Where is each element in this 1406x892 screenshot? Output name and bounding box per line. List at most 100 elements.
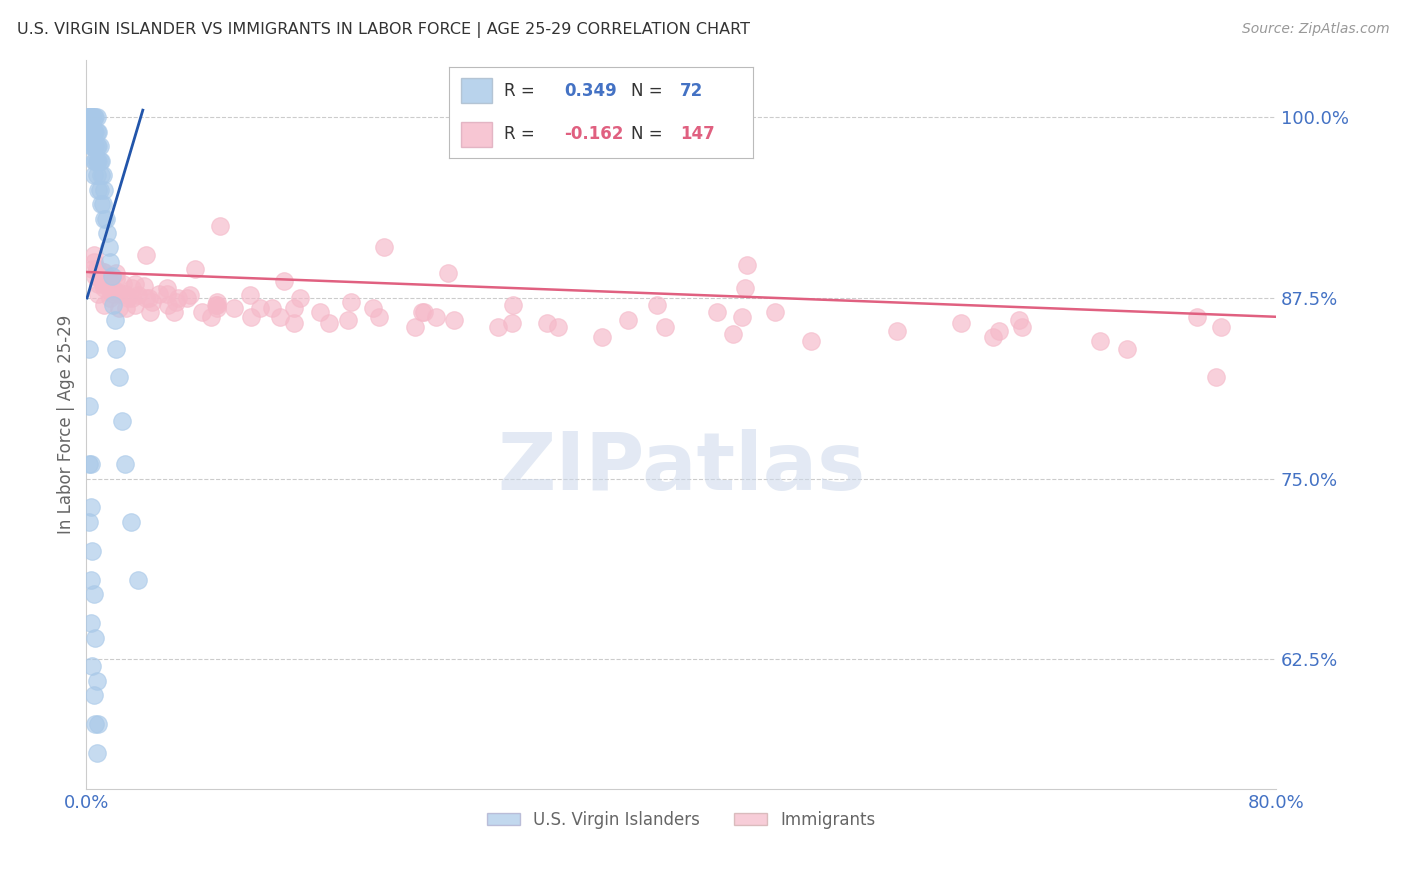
Point — [949, 316, 972, 330]
Point — [93, 183, 115, 197]
Point — [87, 277, 110, 291]
Point — [368, 310, 391, 324]
Point — [82, 111, 104, 125]
Point — [86, 262, 108, 277]
Text: Source: ZipAtlas.com: Source: ZipAtlas.com — [1241, 22, 1389, 37]
Point — [80, 139, 103, 153]
Point — [76, 111, 98, 125]
Point — [108, 301, 131, 315]
Point — [141, 295, 163, 310]
Point — [87, 153, 110, 168]
Point — [101, 298, 124, 312]
Point — [90, 272, 112, 286]
Point — [82, 111, 104, 125]
Point — [240, 310, 263, 324]
Text: U.S. VIRGIN ISLANDER VS IMMIGRANTS IN LABOR FORCE | AGE 25-29 CORRELATION CHART: U.S. VIRGIN ISLANDER VS IMMIGRANTS IN LA… — [17, 22, 749, 38]
Point — [988, 324, 1011, 338]
Point — [84, 139, 107, 153]
Point — [139, 305, 162, 319]
Point — [86, 125, 108, 139]
Point — [799, 334, 821, 349]
Point — [155, 281, 177, 295]
Point — [308, 305, 330, 319]
Point — [82, 659, 104, 673]
Point — [86, 262, 108, 277]
Point — [83, 125, 105, 139]
Point — [269, 310, 291, 324]
Point — [536, 316, 558, 330]
Point — [283, 316, 305, 330]
Point — [84, 717, 107, 731]
Point — [167, 291, 190, 305]
Point — [205, 295, 228, 310]
Point — [83, 247, 105, 261]
Point — [117, 291, 139, 305]
Point — [83, 168, 105, 182]
Point — [108, 370, 131, 384]
Point — [77, 111, 100, 125]
Point — [87, 717, 110, 731]
Point — [155, 286, 177, 301]
Point — [443, 312, 465, 326]
Point — [105, 272, 128, 286]
Point — [77, 125, 100, 139]
Point — [87, 139, 110, 153]
Point — [318, 316, 340, 330]
Point — [83, 153, 105, 168]
Point — [191, 305, 214, 319]
Point — [763, 305, 786, 319]
Point — [120, 515, 142, 529]
Point — [86, 746, 108, 760]
Point — [80, 125, 103, 139]
Point — [96, 226, 118, 240]
Point — [90, 197, 112, 211]
Point — [80, 500, 103, 515]
Point — [94, 211, 117, 226]
Point — [163, 305, 186, 319]
Point — [1185, 310, 1208, 324]
Point — [373, 240, 395, 254]
Point — [82, 125, 104, 139]
Point — [121, 281, 143, 295]
Point — [100, 269, 122, 284]
Point — [91, 168, 114, 182]
Point — [283, 301, 305, 315]
Point — [83, 255, 105, 269]
Point — [80, 457, 103, 471]
Point — [93, 298, 115, 312]
Point — [84, 153, 107, 168]
Point — [80, 111, 103, 125]
Point — [80, 111, 103, 125]
Point — [105, 284, 128, 298]
Point — [205, 298, 228, 312]
Point — [86, 153, 108, 168]
Point — [731, 310, 754, 324]
Point — [84, 125, 107, 139]
Point — [124, 298, 146, 312]
Point — [1008, 312, 1031, 326]
Point — [101, 284, 124, 298]
Point — [127, 288, 149, 302]
Point — [84, 269, 107, 284]
Point — [204, 298, 226, 312]
Point — [77, 457, 100, 471]
Point — [176, 291, 198, 305]
Point — [82, 544, 104, 558]
Point — [86, 168, 108, 182]
Point — [547, 319, 569, 334]
Legend: U.S. Virgin Islanders, Immigrants: U.S. Virgin Islanders, Immigrants — [479, 805, 882, 836]
Point — [1090, 334, 1112, 349]
Point — [98, 255, 121, 269]
Point — [103, 312, 125, 326]
Point — [105, 267, 128, 281]
Point — [411, 305, 433, 319]
Point — [77, 342, 100, 356]
Point — [124, 277, 146, 291]
Point — [86, 111, 108, 125]
Point — [98, 291, 121, 305]
Point — [89, 272, 111, 286]
Point — [82, 139, 104, 153]
Point — [91, 277, 114, 291]
Point — [89, 139, 111, 153]
Point — [83, 587, 105, 601]
